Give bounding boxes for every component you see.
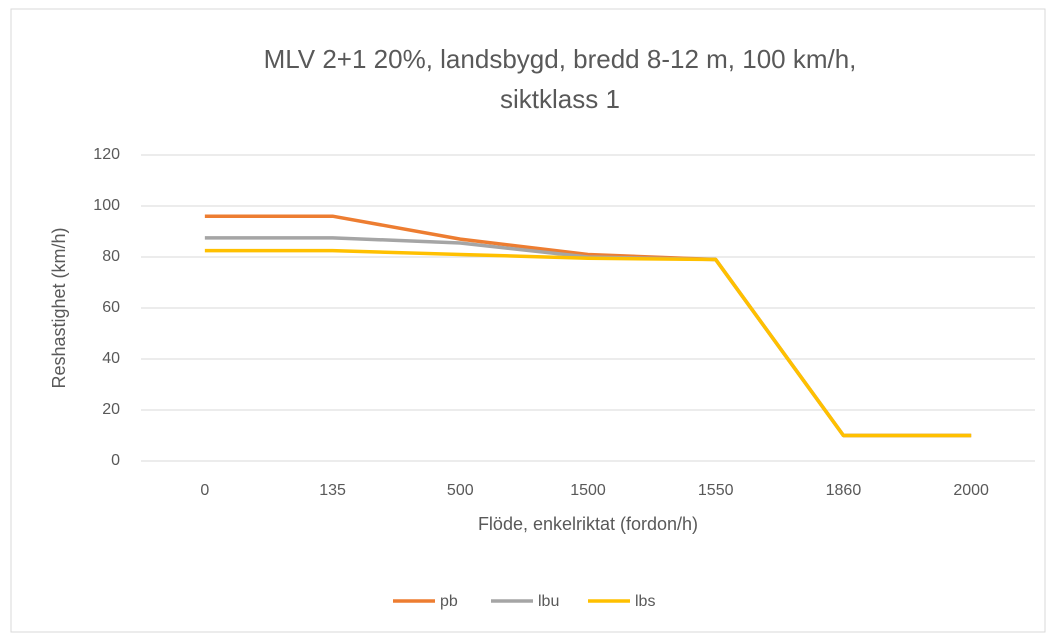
x-tick-label: 1860 [826, 482, 862, 499]
y-tick-label: 60 [102, 299, 120, 316]
y-tick-label: 20 [102, 401, 120, 418]
y-tick-label: 40 [102, 350, 120, 367]
x-tick-label: 1500 [570, 482, 606, 499]
x-tick-label: 0 [200, 482, 209, 499]
y-tick-label: 120 [93, 146, 120, 163]
x-tick-label: 135 [319, 482, 346, 499]
legend-label: lbs [635, 593, 655, 610]
x-tick-label: 500 [447, 482, 474, 499]
legend-label: lbu [538, 593, 559, 610]
x-axis-label: Flöde, enkelriktat (fordon/h) [478, 514, 698, 534]
chart-border [10, 8, 1046, 633]
y-tick-label: 80 [102, 248, 120, 265]
x-tick-label: 1550 [698, 482, 734, 499]
chart-title: siktklass 1 [500, 84, 620, 114]
y-axis-label: Reshastighet (km/h) [49, 227, 69, 388]
chart-title: MLV 2+1 20%, landsbygd, bredd 8-12 m, 10… [264, 44, 857, 74]
x-tick-label: 2000 [953, 482, 989, 499]
legend-label: pb [440, 593, 458, 610]
series-line [204, 248, 972, 438]
y-tick-label: 0 [111, 452, 120, 469]
y-tick-label: 100 [93, 197, 120, 214]
